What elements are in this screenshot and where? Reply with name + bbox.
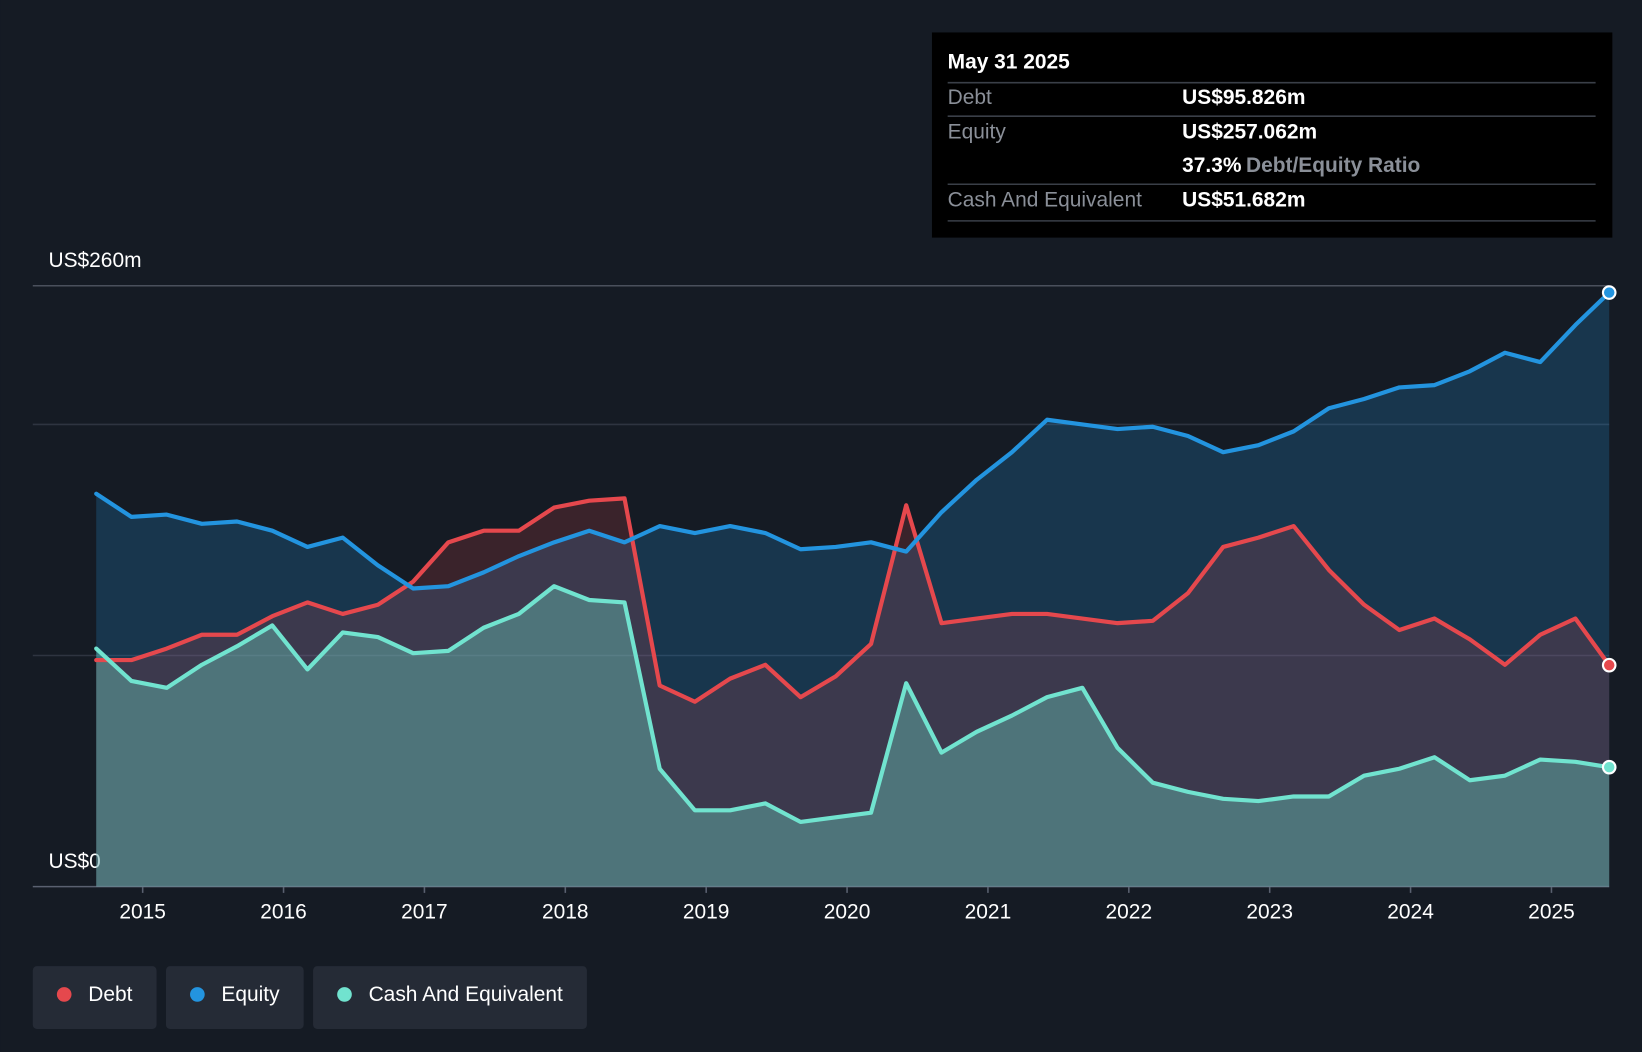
area [96, 292, 1610, 887]
end-point [1601, 759, 1617, 775]
legend-swatch [337, 987, 352, 1002]
tooltip-label: Cash And Equivalent [948, 189, 1142, 212]
tooltip-ratio-label: Debt/Equity Ratio [1246, 154, 1420, 177]
y-tick-label: US$260m [48, 249, 141, 272]
line [94, 496, 1612, 704]
legend-button[interactable] [165, 966, 304, 1029]
line [94, 584, 1612, 825]
legend-swatch [190, 987, 205, 1002]
legend-item[interactable]: Equity [165, 966, 304, 1029]
area [96, 498, 1610, 887]
tooltip-box [931, 32, 1613, 238]
tooltip-label: Equity [948, 120, 1007, 143]
y-tick-label: US$0 [48, 850, 100, 873]
tooltip-value: US$257.062m [1182, 120, 1317, 143]
legend: Debt Equity Cash And Equivalent [32, 966, 587, 1029]
x-tick-label: 2025 [1528, 900, 1575, 923]
legend-button[interactable] [313, 966, 587, 1029]
plot-area: US$0 US$260m 2015 2016 2017 2018 2019 2020 2021 2… [32, 249, 1617, 923]
x-tick-label: 2021 [965, 900, 1012, 923]
legend-label: Debt [88, 983, 132, 1006]
end-point [1601, 285, 1617, 300]
x-tick-label: 2015 [119, 900, 166, 923]
x-tick-label: 2023 [1246, 900, 1293, 923]
x-tick-label: 2024 [1387, 900, 1434, 923]
tooltip-date: May 31 2025 [948, 50, 1071, 73]
x-tick-label: 2017 [401, 900, 448, 923]
legend-label: Equity [221, 983, 280, 1006]
legend-label: Cash And Equivalent [369, 983, 563, 1006]
tooltip-value: US$51.682m [1182, 189, 1305, 212]
legend-item[interactable]: Debt [32, 966, 157, 1029]
x-tick-label: 2016 [260, 900, 307, 923]
tooltip: May 31 2025 Debt US$95.826m Equity US$25… [931, 32, 1613, 238]
end-point [1601, 657, 1617, 673]
tooltip-ratio: 37.3% [1182, 154, 1242, 177]
x-tick-label: 2018 [542, 900, 589, 923]
x-tick-label: 2022 [1106, 900, 1153, 923]
x-tick-label: 2019 [683, 900, 730, 923]
area [96, 586, 1610, 887]
tooltip-value: US$95.826m [1182, 86, 1305, 109]
tooltip-label: Debt [948, 86, 992, 109]
legend-button[interactable] [32, 966, 157, 1029]
x-tick-label: 2020 [824, 900, 871, 923]
line [94, 290, 1612, 591]
legend-swatch [56, 987, 72, 1002]
legend-item[interactable]: Cash And Equivalent [313, 966, 587, 1029]
